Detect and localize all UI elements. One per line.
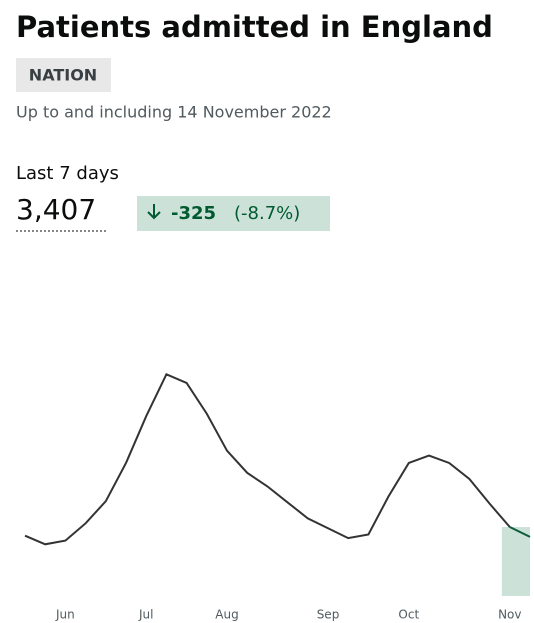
x-tick-label: Nov — [498, 608, 521, 622]
change-box — [137, 196, 330, 231]
title: Patients admitted in England — [16, 10, 493, 44]
headline-label: Last 7 days — [16, 163, 119, 184]
highlight-line — [509, 526, 531, 538]
tag-box — [16, 58, 111, 92]
plot: Jun Jul Aug Sep Oct Nov — [24, 373, 531, 622]
x-tick-label: Jun — [55, 608, 75, 622]
headline-value: 3,407 — [16, 193, 96, 226]
x-tick-label: Sep — [317, 608, 340, 622]
down-arrow — [147, 204, 161, 220]
x-tick-label: Jul — [138, 608, 153, 622]
change-percent: (-8.7%) — [234, 203, 300, 224]
x-tick-label: Oct — [398, 608, 419, 622]
line — [24, 373, 511, 546]
x-tick-label: Aug — [215, 608, 238, 622]
change: -325 — [171, 203, 216, 224]
last-7-days-area — [501, 527, 530, 596]
subtitle: Up to and including 14 November 2022 — [16, 103, 332, 122]
tag: NATION — [29, 66, 97, 85]
